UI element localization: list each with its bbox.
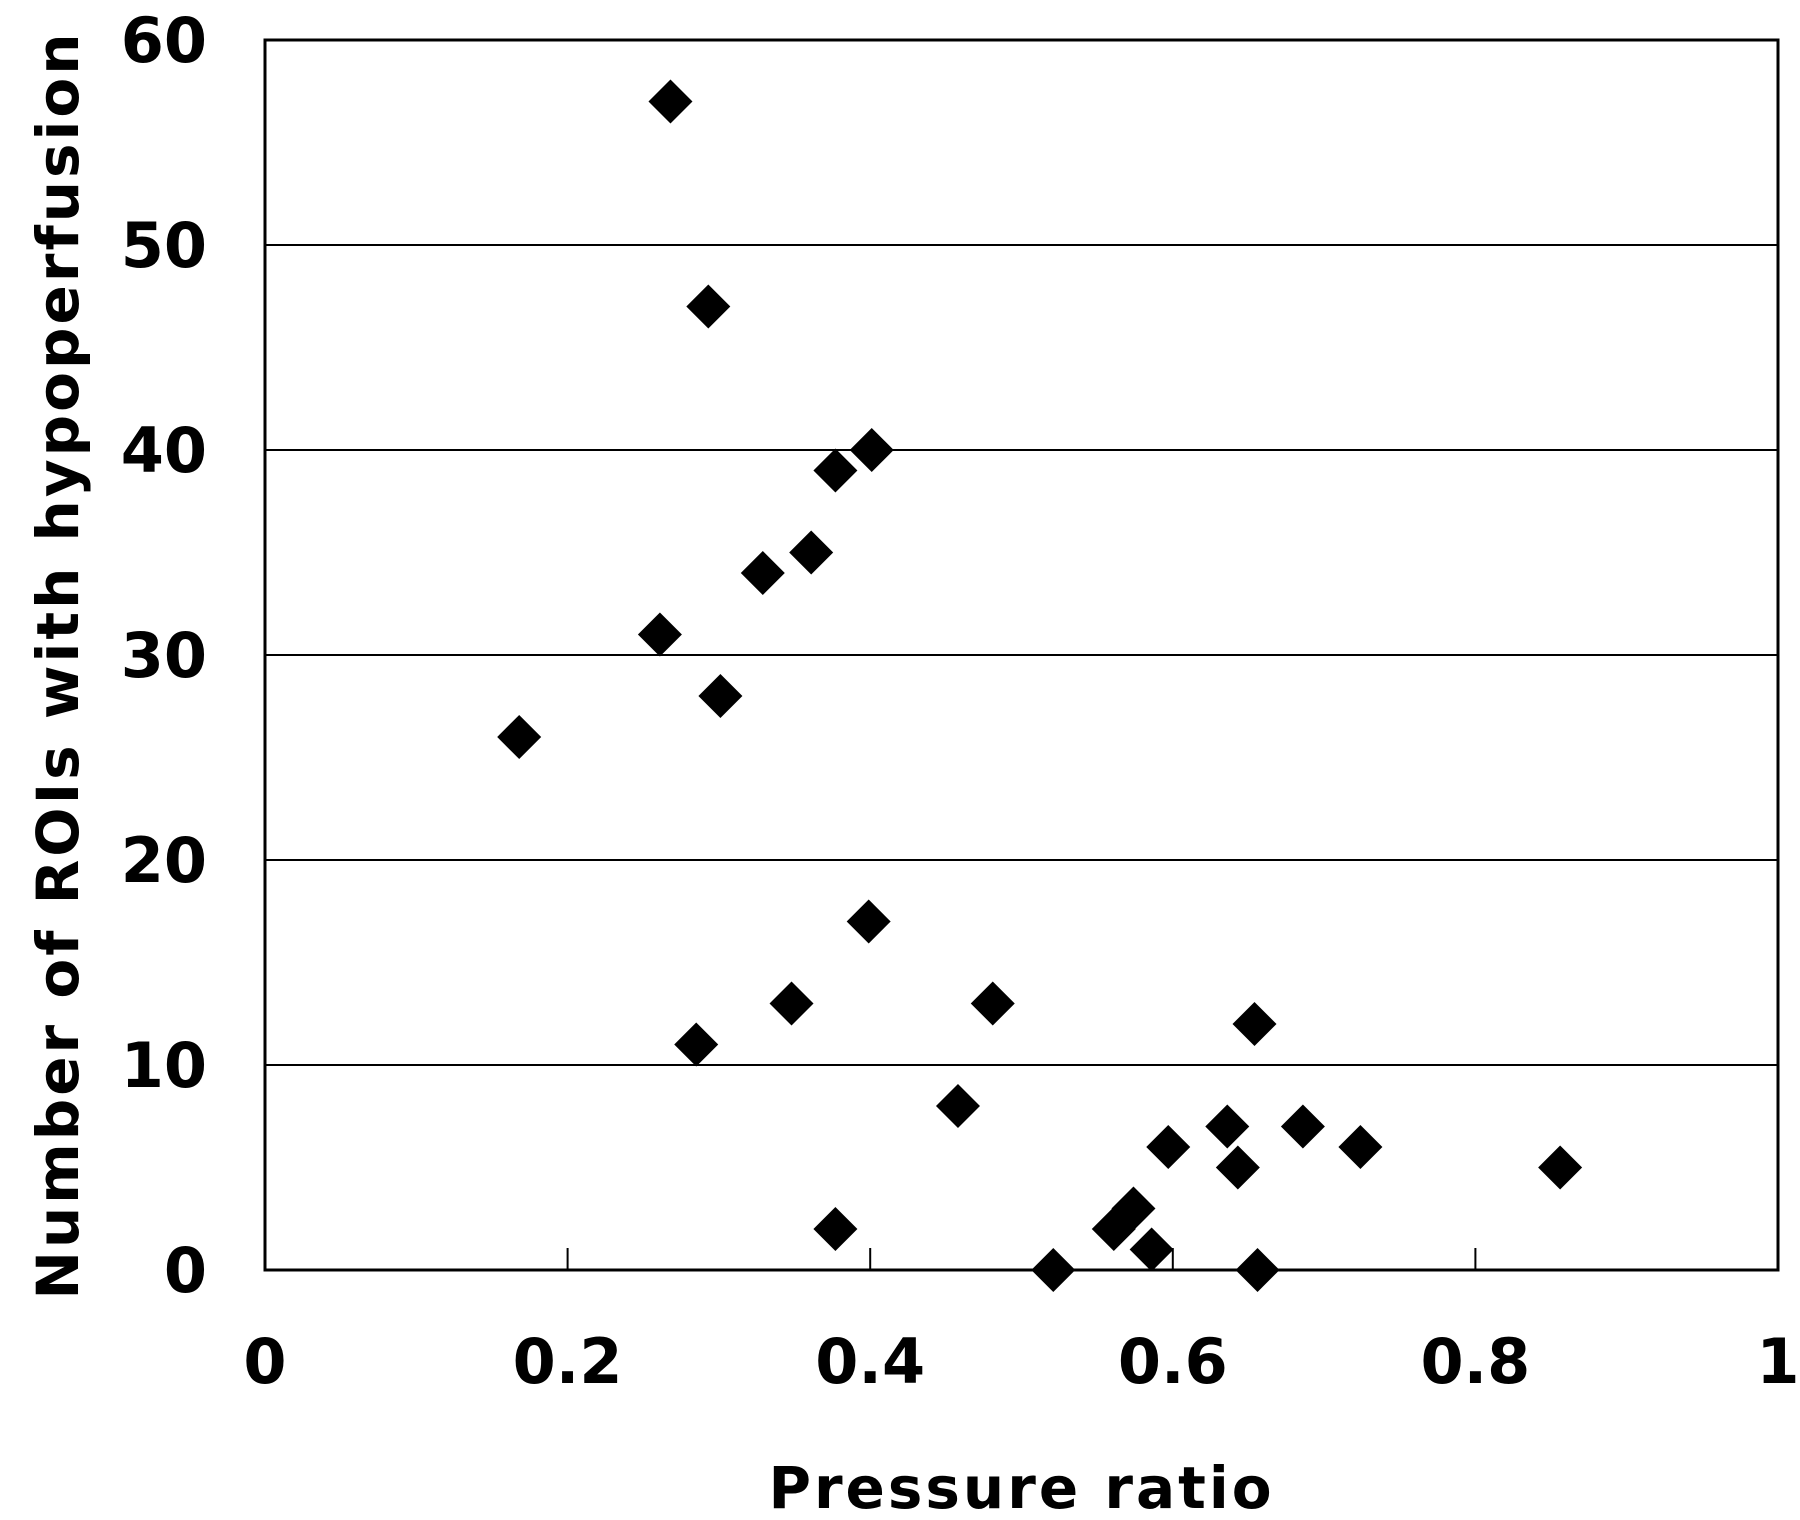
data-point bbox=[849, 428, 894, 472]
data-point bbox=[1146, 1125, 1191, 1169]
x-tick-label: 0.8 bbox=[1420, 1325, 1530, 1398]
y-tick-label: 10 bbox=[121, 1029, 207, 1102]
data-point bbox=[1129, 1227, 1174, 1272]
x-axis-title: Pressure ratio bbox=[768, 1454, 1274, 1520]
data-points bbox=[497, 79, 1583, 1292]
y-tick-label: 0 bbox=[164, 1234, 207, 1307]
plot-area-frame bbox=[263, 38, 1780, 1272]
y-axis-tick-labels: 0 10 20 30 40 50 60 bbox=[121, 4, 207, 1307]
data-point bbox=[497, 715, 542, 759]
data-point bbox=[648, 79, 693, 124]
data-point bbox=[1031, 1248, 1076, 1292]
x-tick-label: 0.6 bbox=[1118, 1325, 1228, 1398]
data-point bbox=[1091, 1207, 1136, 1251]
data-point bbox=[1338, 1125, 1383, 1169]
data-point bbox=[769, 981, 814, 1026]
data-point bbox=[740, 551, 785, 595]
data-point bbox=[1280, 1104, 1325, 1149]
data-point bbox=[698, 674, 743, 718]
data-point bbox=[970, 981, 1015, 1026]
data-point bbox=[1205, 1104, 1250, 1149]
y-axis-title: Number of ROIs with hypoperfusion bbox=[24, 30, 92, 1299]
data-point bbox=[1538, 1145, 1583, 1190]
x-tick-label: 0.2 bbox=[513, 1325, 623, 1398]
data-point bbox=[1232, 1002, 1277, 1046]
data-point bbox=[935, 1084, 980, 1128]
grid-lines bbox=[265, 244, 1778, 1066]
data-point bbox=[846, 899, 891, 944]
data-point bbox=[813, 448, 858, 493]
x-tick-label: 1 bbox=[1756, 1325, 1799, 1398]
data-point bbox=[1235, 1248, 1280, 1292]
y-tick-label: 30 bbox=[121, 619, 207, 692]
data-point bbox=[789, 530, 834, 575]
data-point bbox=[813, 1207, 858, 1251]
y-tick-label: 60 bbox=[121, 4, 207, 77]
x-tick-label: 0 bbox=[243, 1325, 286, 1398]
x-tick-label: 0.4 bbox=[815, 1325, 925, 1398]
data-point bbox=[686, 284, 731, 329]
y-tick-label: 50 bbox=[121, 209, 207, 282]
data-point bbox=[1215, 1145, 1260, 1190]
y-tick-label: 20 bbox=[121, 824, 207, 897]
y-tick-label: 40 bbox=[121, 414, 207, 487]
data-point bbox=[674, 1022, 719, 1067]
x-axis-tick-labels: 0 0.2 0.4 0.6 0.8 1 bbox=[243, 1325, 1799, 1398]
x-axis-ticks bbox=[566, 1248, 1477, 1270]
data-point bbox=[637, 612, 682, 657]
